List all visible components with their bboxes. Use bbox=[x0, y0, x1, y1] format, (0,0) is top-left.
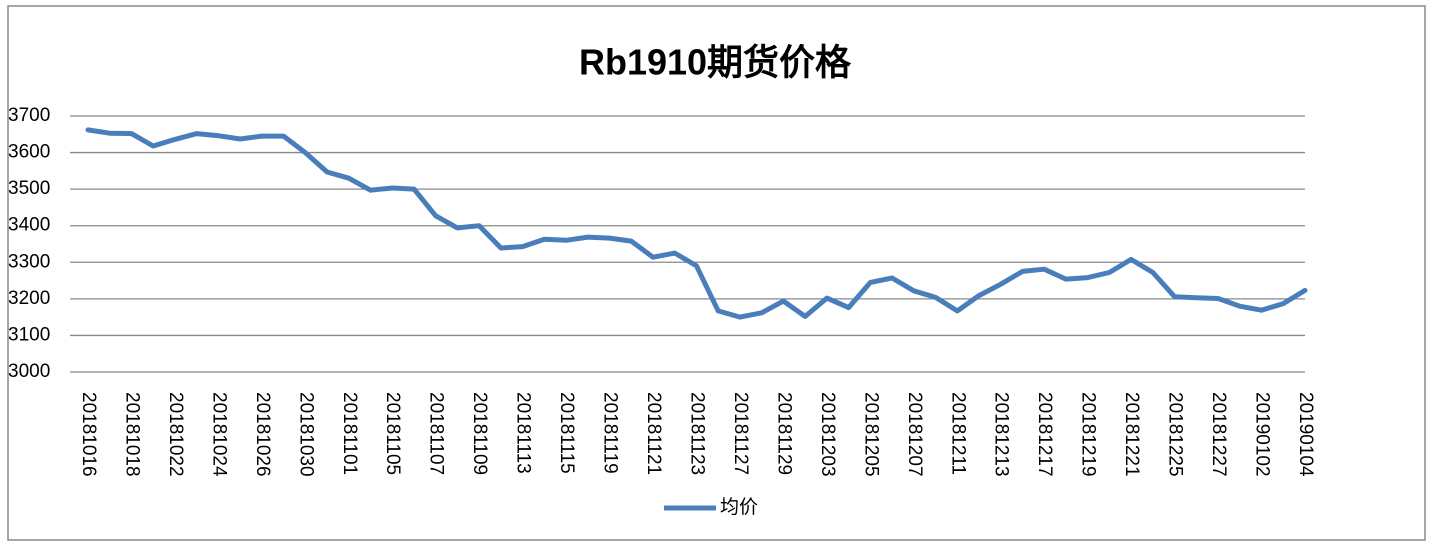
x-tick-label: 20181113 bbox=[513, 392, 534, 474]
x-tick-label: 20181026 bbox=[252, 392, 273, 477]
chart-border bbox=[7, 5, 1426, 541]
x-tick-label: 20181217 bbox=[1034, 392, 1055, 477]
x-tick-label: 20181107 bbox=[426, 392, 447, 475]
y-tick-label: 3500 bbox=[8, 178, 50, 199]
x-tick-label: 20181115 bbox=[556, 392, 577, 474]
y-tick-label: 3100 bbox=[8, 324, 50, 345]
x-tick-label: 20181211 bbox=[947, 392, 968, 475]
x-tick-label: 20181101 bbox=[339, 392, 360, 475]
x-tick-label: 20181121 bbox=[643, 392, 664, 475]
x-tick-label: 20181207 bbox=[904, 392, 925, 477]
legend-label: 均价 bbox=[720, 496, 758, 518]
line-series bbox=[85, 127, 1308, 320]
x-tick-label: 20181109 bbox=[469, 392, 490, 475]
x-tick-label: 20181213 bbox=[991, 392, 1012, 477]
x-tick-label: 20181018 bbox=[121, 392, 142, 477]
x-tick-label: 20181119 bbox=[600, 392, 621, 474]
y-tick-label: 3200 bbox=[8, 288, 50, 309]
y-tick-label: 3600 bbox=[8, 142, 50, 163]
y-tick-label: 3000 bbox=[8, 361, 50, 382]
x-tick-label: 20181105 bbox=[382, 392, 403, 475]
x-tick-label: 20181203 bbox=[817, 392, 838, 477]
x-tick-label: 20181227 bbox=[1208, 392, 1229, 477]
x-tick-label: 20181221 bbox=[1121, 392, 1142, 477]
y-tick-label: 3400 bbox=[8, 215, 50, 236]
x-tick-label: 20181022 bbox=[165, 392, 186, 477]
x-tick-label: 20190102 bbox=[1252, 392, 1273, 477]
x-tick-label: 20181123 bbox=[686, 392, 707, 475]
x-tick-label: 20181016 bbox=[78, 392, 99, 477]
y-tick-label: 3300 bbox=[8, 251, 50, 272]
x-tick-label: 20181129 bbox=[773, 392, 794, 475]
x-tick-label: 20181024 bbox=[208, 392, 229, 477]
x-tick-label: 20181205 bbox=[860, 392, 881, 477]
x-tick-label: 20181030 bbox=[295, 392, 316, 477]
y-tick-label: 3700 bbox=[8, 105, 50, 126]
x-tick-label: 20181225 bbox=[1165, 392, 1186, 477]
x-tick-label: 20181127 bbox=[730, 392, 751, 475]
x-tick-label: 20190104 bbox=[1295, 392, 1316, 477]
chart-title: Rb1910期货价格 bbox=[579, 42, 852, 83]
x-tick-label: 20181219 bbox=[1078, 392, 1099, 477]
